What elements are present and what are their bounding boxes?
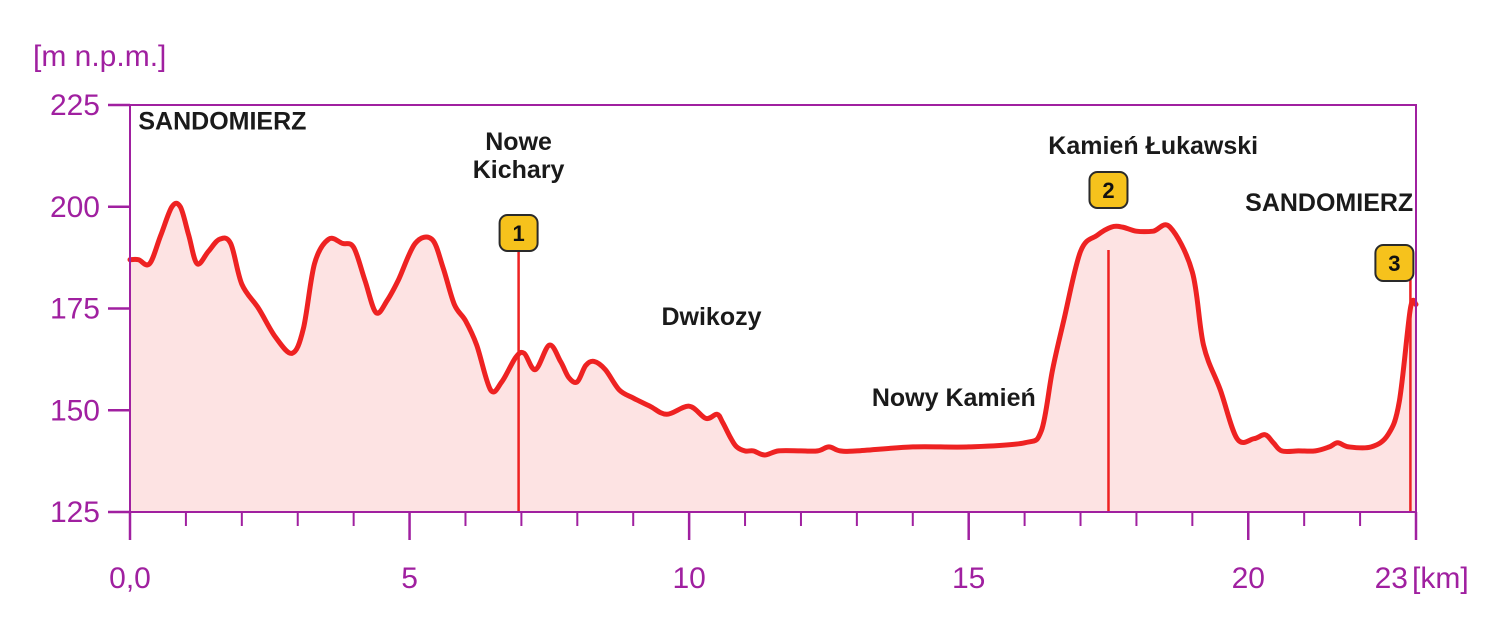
y-tick-label-125: 125 xyxy=(50,496,100,529)
place-label-line: SANDOMIERZ xyxy=(1245,189,1413,217)
marker-layer: 1 2 3 xyxy=(498,171,1415,282)
x-tick-label-0,0: 0,0 xyxy=(109,562,151,595)
waypoint-badge-2 xyxy=(1088,171,1129,209)
x-unit-label: [km] xyxy=(1412,562,1469,595)
place-label-kamien-lukawski: Kamień Łukawski xyxy=(1048,132,1258,160)
y-axis-label: [m n.p.m.] xyxy=(33,40,166,73)
place-label-nowy-kamien: Nowy Kamień xyxy=(872,384,1036,412)
waypoint-badge-1 xyxy=(498,214,539,252)
elevation-line xyxy=(127,200,1419,458)
x-tick-label-10: 10 xyxy=(672,562,705,595)
place-label-line: Kamień Łukawski xyxy=(1048,132,1258,160)
waypoint-number-2: 2 xyxy=(1102,178,1114,203)
y-tick-label-200: 200 xyxy=(50,191,100,224)
place-label-dwikozy: Dwikozy xyxy=(661,303,761,331)
x-tick-label-20: 20 xyxy=(1232,562,1265,595)
y-tick-label-150: 150 xyxy=(50,394,100,427)
x-tick-label-23: 23 xyxy=(1375,562,1408,595)
place-label-line: Dwikozy xyxy=(661,303,761,331)
x-tick-label-5: 5 xyxy=(401,562,418,595)
line-layer xyxy=(127,200,1419,458)
elevation-area-fill xyxy=(130,203,1416,512)
place-label-line: Nowe xyxy=(485,128,552,156)
place-label-nowe-kichary: Nowe Kichary xyxy=(473,128,565,184)
waypoint-number-3: 3 xyxy=(1388,251,1400,276)
place-label-sandomierz-start: SANDOMIERZ xyxy=(138,107,306,135)
y-tick-label-175: 175 xyxy=(50,293,100,326)
label-layer: SANDOMIERZ Nowe Kichary Dwikozy Nowy Kamień K… xyxy=(138,107,1413,412)
y-tick-label-225: 225 xyxy=(50,89,100,122)
place-label-line: Kichary xyxy=(473,156,565,184)
place-label-line: SANDOMIERZ xyxy=(138,107,306,135)
place-label-line: Nowy Kamień xyxy=(872,384,1036,412)
waypoint-number-1: 1 xyxy=(512,221,524,246)
waypoint-badge-3 xyxy=(1374,244,1415,282)
marker-line-layer xyxy=(517,250,1412,512)
place-label-sandomierz-end: SANDOMIERZ xyxy=(1245,189,1413,217)
x-tick-label-15: 15 xyxy=(952,562,985,595)
area-layer xyxy=(130,203,1416,512)
